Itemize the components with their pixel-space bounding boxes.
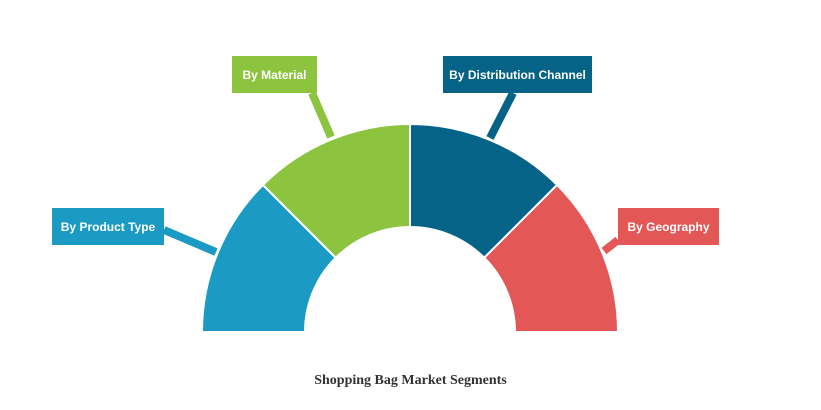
donut-segments xyxy=(200,122,620,333)
segment-geography xyxy=(482,183,620,333)
segment-label-product-type: By Product Type xyxy=(52,208,164,245)
segment-label-geography: By Geography xyxy=(618,208,719,245)
connector-material xyxy=(308,91,335,139)
segment-label-material: By Material xyxy=(232,56,317,93)
connector-distribution-channel xyxy=(486,91,517,140)
diagram-caption: Shopping Bag Market Segments xyxy=(314,373,507,388)
segment-label-distribution-channel: By Distribution Channel xyxy=(443,56,592,93)
connector-product-type xyxy=(162,226,218,256)
connector-geography xyxy=(601,236,621,255)
connector-lines xyxy=(162,91,621,256)
